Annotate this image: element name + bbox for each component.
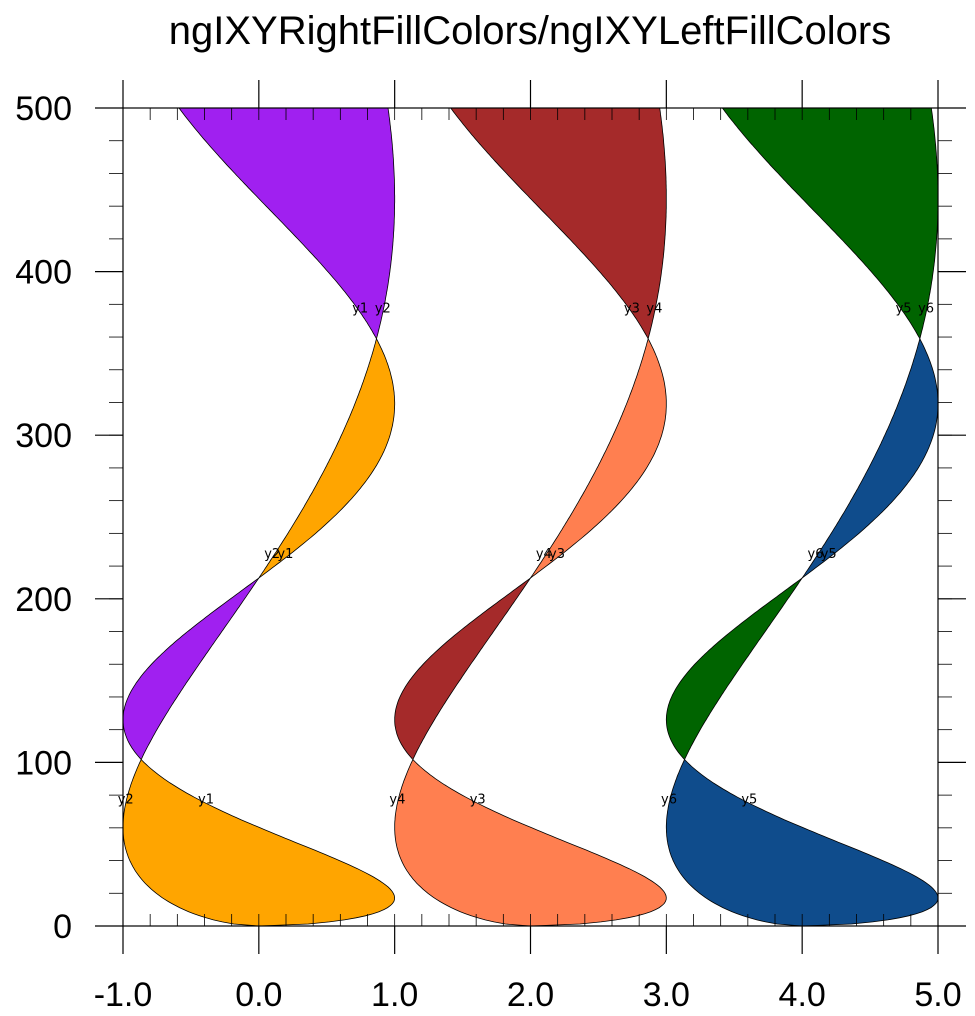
- x-tick-label: 1.0: [371, 976, 418, 1014]
- x-tick-label: -1.0: [94, 976, 153, 1014]
- series-label-y6: y6: [918, 302, 934, 317]
- curves-layer: [122, 107, 939, 927]
- fill-region: [259, 337, 395, 577]
- plot-frame: [122, 107, 939, 927]
- y-tick-label: 200: [15, 581, 72, 619]
- series-label-y2: y2: [264, 547, 280, 562]
- x-tick-label: 3.0: [643, 976, 690, 1014]
- x-tick-label: 5.0: [914, 976, 961, 1014]
- series-line-y5: [665, 107, 939, 927]
- series-label-y1: y1: [352, 302, 368, 317]
- series-line-y1: [122, 107, 396, 927]
- series-label-y4: y4: [389, 792, 405, 807]
- ticks-layer: [95, 80, 966, 954]
- series-label-y3: y3: [470, 792, 486, 807]
- y-tick-label: 300: [15, 417, 72, 455]
- series-label-y2: y2: [375, 302, 391, 317]
- series-line-y4: [394, 107, 667, 927]
- fill-region: [394, 576, 533, 759]
- fill-region: [666, 758, 938, 926]
- y-tick-label: 400: [15, 254, 72, 292]
- series-label-y1: y1: [198, 792, 214, 807]
- y-tick-label: 500: [15, 90, 72, 128]
- fill-region: [722, 108, 938, 337]
- series-label-y6: y6: [661, 792, 677, 807]
- series-label-y5: y5: [741, 792, 757, 807]
- fills-layer: [123, 108, 938, 926]
- fill-region: [450, 108, 667, 337]
- x-tick-label: 4.0: [779, 976, 826, 1014]
- x-tick-label: 0.0: [235, 976, 282, 1014]
- fill-region: [394, 758, 667, 926]
- fill-region: [531, 337, 667, 577]
- series-label-y6: y6: [808, 547, 824, 562]
- series-line-y2: [122, 107, 396, 927]
- axes-layer: [122, 107, 939, 927]
- fill-region: [666, 576, 805, 759]
- series-label-y5: y5: [896, 302, 912, 317]
- series-label-y3: y3: [549, 547, 565, 562]
- series-label-y4: y4: [536, 547, 552, 562]
- fill-region: [123, 576, 262, 759]
- series-label-y4: y4: [646, 302, 662, 317]
- series-label-y1: y1: [277, 547, 293, 562]
- fill-region: [123, 758, 395, 926]
- fill-region: [803, 337, 938, 577]
- series-line-y3: [394, 107, 667, 927]
- y-tick-label: 100: [15, 744, 72, 782]
- tick-labels-layer: -1.0 0.0 1.0 2.0 3.0 4.0 5.0 0 100 200 300 400 500: [15, 90, 961, 1014]
- x-tick-label: 2.0: [507, 976, 554, 1014]
- series-line-y6: [665, 107, 939, 927]
- series-label-y3: y3: [624, 302, 640, 317]
- y-tick-label: 0: [53, 908, 72, 946]
- fill-region: [179, 108, 395, 337]
- series-label-y2: y2: [118, 792, 134, 807]
- series-label-y5: y5: [821, 547, 837, 562]
- chart-title: ngIXYRightFillColors/ngIXYLeftFillColors: [169, 9, 892, 53]
